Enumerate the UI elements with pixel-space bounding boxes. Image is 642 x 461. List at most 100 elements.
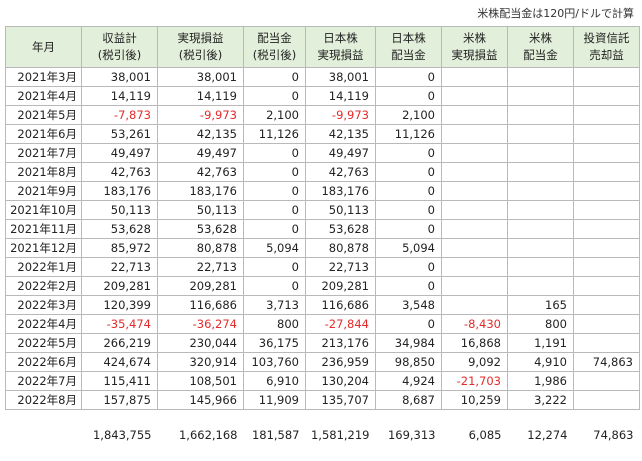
total-cell: 1,662,168 [178, 428, 238, 442]
total-cell: 169,313 [387, 428, 436, 442]
column-header-line2: (税引後) [252, 48, 297, 62]
column-header: 米株 配当金 [507, 26, 574, 68]
spacer-cell [6, 410, 82, 427]
value-cell: 80,878 [157, 238, 244, 258]
value-cell [573, 390, 640, 410]
value-cell: 4,910 [507, 352, 574, 372]
value-cell: 209,281 [81, 276, 158, 296]
value-cell [441, 200, 508, 220]
month-cell: 2022年6月 [5, 352, 82, 372]
total-cell [6, 426, 82, 444]
month-cell: 2021年6月 [5, 124, 82, 144]
value-cell: 98,850 [375, 352, 442, 372]
value-cell [507, 257, 574, 277]
total-cell: 74,863 [593, 428, 634, 442]
table-row: 2022年8月 157,875 145,966 11,909 135,707 8,687 1… [5, 390, 640, 410]
spacer-cell [574, 410, 640, 427]
value-cell [441, 162, 508, 182]
total-cell: 6,085 [468, 428, 502, 442]
value-cell: 236,959 [305, 352, 376, 372]
column-header: 実現損益 (税引後) [157, 26, 244, 68]
table-row: 2021年4月 14,119 14,119 0 14,119 0 [5, 86, 640, 106]
value-cell: -35,474 [81, 314, 158, 334]
value-cell: 53,628 [157, 219, 244, 239]
value-cell: 165 [507, 295, 574, 315]
value-cell: 74,863 [573, 352, 640, 372]
value-cell: 800 [507, 314, 574, 334]
table-row: 2021年3月 38,001 38,001 0 38,001 0 [5, 67, 640, 87]
column-header-line2: 売却益 [589, 48, 624, 62]
value-cell [573, 333, 640, 353]
value-cell: 0 [243, 276, 306, 296]
column-header-line1: 日本株 [391, 31, 426, 45]
value-cell: 38,001 [81, 67, 158, 87]
table-row: 2022年7月 115,411 108,501 6,910 130,204 4,924 -2… [5, 371, 640, 391]
value-cell: -27,844 [305, 314, 376, 334]
value-cell: 22,713 [305, 257, 376, 277]
totals-row: 1,843,755 1,662,168 181,587 1,581,219 169,31… [6, 426, 640, 444]
column-header-line1: 配当金 [257, 31, 292, 45]
value-cell: 183,176 [81, 181, 158, 201]
value-cell: 0 [375, 181, 442, 201]
value-cell [507, 181, 574, 201]
value-cell: 38,001 [157, 67, 244, 87]
month-cell: 2022年1月 [5, 257, 82, 277]
value-cell [573, 143, 640, 163]
value-cell: 11,126 [243, 124, 306, 144]
value-cell [441, 181, 508, 201]
table-row: 2021年8月 42,763 42,763 0 42,763 0 [5, 162, 640, 182]
value-cell [573, 124, 640, 144]
value-cell [441, 105, 508, 125]
value-cell: 14,119 [81, 86, 158, 106]
value-cell: 0 [375, 219, 442, 239]
value-cell: 6,910 [243, 371, 306, 391]
value-cell: 11,126 [375, 124, 442, 144]
value-cell: 80,878 [305, 238, 376, 258]
month-cell: 2022年8月 [5, 390, 82, 410]
value-cell [507, 86, 574, 106]
column-header-line2: (税引後) [97, 48, 142, 62]
value-cell [507, 105, 574, 125]
table-row: 2022年6月 424,674 320,914 103,760 236,959 98,85… [5, 352, 640, 372]
value-cell: 42,763 [305, 162, 376, 182]
column-header-line1: 収益計 [102, 31, 137, 45]
value-cell: 145,966 [157, 390, 244, 410]
value-cell [573, 200, 640, 220]
month-cell: 2021年10月 [5, 200, 82, 220]
value-cell: 0 [243, 143, 306, 163]
table-row: 2022年4月 -35,474 -36,274 800 -27,844 0 -8,430 80… [5, 314, 640, 334]
value-cell [507, 200, 574, 220]
value-cell: 0 [375, 67, 442, 87]
value-cell: 34,984 [375, 333, 442, 353]
column-header: 投資信託 売却益 [573, 26, 640, 68]
table-row: 2022年5月 266,219 230,044 36,175 213,176 34,984… [5, 333, 640, 353]
table-row: 2022年2月 209,281 209,281 0 209,281 0 [5, 276, 640, 296]
value-cell: 1,191 [507, 333, 574, 353]
value-cell: 42,763 [157, 162, 244, 182]
value-cell [507, 162, 574, 182]
value-cell [573, 371, 640, 391]
value-cell: 209,281 [157, 276, 244, 296]
value-cell: 1,986 [507, 371, 574, 391]
value-cell: 0 [375, 86, 442, 106]
column-header: 米株 実現損益 [441, 26, 508, 68]
spacer-cell [508, 410, 574, 427]
month-cell: 2021年7月 [5, 143, 82, 163]
value-cell: 8,687 [375, 390, 442, 410]
value-cell: 10,259 [441, 390, 508, 410]
month-cell: 2021年5月 [5, 105, 82, 125]
column-header-line1: 実現損益 [177, 31, 224, 45]
value-cell: 53,261 [81, 124, 158, 144]
column-header-line2: 実現損益 [451, 48, 498, 62]
spacer-cell [82, 410, 158, 427]
table-row: 2021年6月 53,261 42,135 11,126 42,135 11,126 [5, 124, 640, 144]
month-cell: 2022年7月 [5, 371, 82, 391]
month-cell: 2021年9月 [5, 181, 82, 201]
value-cell: 53,628 [305, 219, 376, 239]
value-cell: 42,135 [305, 124, 376, 144]
value-cell: 230,044 [157, 333, 244, 353]
column-header: 収益計 (税引後) [81, 26, 158, 68]
value-cell [441, 295, 508, 315]
spacer-cell [376, 410, 442, 427]
value-cell: 116,686 [305, 295, 376, 315]
